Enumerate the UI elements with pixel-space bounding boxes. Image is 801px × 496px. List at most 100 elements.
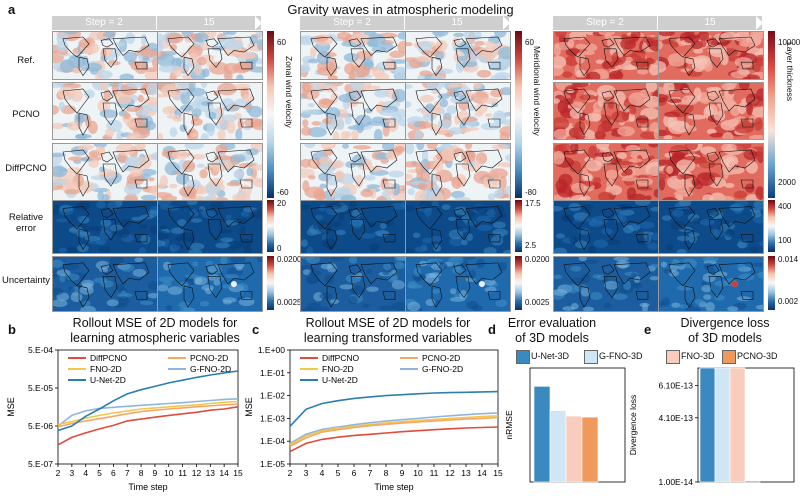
- map-2-3-0: [553, 200, 659, 254]
- panel-d-title-line1: Error evaluation: [507, 316, 597, 330]
- chartB-ytick-label-0: 5.E-07: [28, 459, 53, 469]
- chartC-xtick-label-13: 15: [493, 468, 503, 478]
- chartC-ytick-label-4: 1.E-01: [260, 368, 285, 378]
- map-0-1-0: [52, 82, 158, 140]
- colorbar-title-0: Zonal wind velocity: [284, 56, 294, 128]
- row-label-1: PCNO: [12, 109, 40, 120]
- colorbar-err-min-2: 100: [778, 236, 792, 245]
- chartC-xtick-label-5: 7: [368, 468, 373, 478]
- chartC-frame: [289, 349, 499, 465]
- panel-e-title: Divergence loss of 3D models: [655, 316, 795, 346]
- chart-d-bar-U-Net-3D: [533, 386, 551, 483]
- panel-c-title-line2: learning transformed variables: [303, 331, 473, 345]
- panel-c-letter: c: [252, 322, 260, 337]
- colorbar-err-0: [267, 200, 274, 252]
- chartC-xtick-label-3: 5: [336, 468, 341, 478]
- map-1-3-1: [405, 200, 511, 254]
- chartB-xtick-label-13: 15: [233, 468, 243, 478]
- step-header-0-left: Step = 2: [52, 16, 156, 30]
- map-0-2-0: [52, 143, 158, 201]
- panel-b-letter: b: [8, 322, 16, 337]
- chartB-xtick-label-3: 5: [97, 468, 102, 478]
- step-header-1-left: Step = 2: [300, 16, 404, 30]
- map-2-0-1: [658, 31, 764, 80]
- legend-3d-label-3: PCNO-3D: [737, 351, 778, 361]
- chartB-xlabel: Time step: [128, 482, 167, 492]
- colorbar-unc-min-2: 0.002: [778, 297, 799, 306]
- chartB-xtick-label-11: 13: [206, 468, 216, 478]
- chart-d-ylabel: nRMSE: [504, 410, 514, 440]
- chartC-series-G-FNO-2D: [289, 412, 499, 445]
- legend-3d-swatch-2: [666, 350, 680, 364]
- chart-e-bar-FNO-3D: [729, 367, 746, 483]
- map-1-2-1: [405, 143, 511, 201]
- map-1-2-0: [300, 143, 406, 201]
- chartB-xtick-label-6: 8: [139, 468, 144, 478]
- map-0-3-0: [52, 200, 158, 254]
- row-label-4: Uncertainty: [1, 275, 51, 286]
- chartB-legend-label-3: G-FNO-2D: [190, 364, 231, 374]
- colorbar-top-max-2: 10000: [778, 38, 801, 47]
- colorbar-top-min-1: -80: [525, 188, 537, 197]
- colorbar-top-max-0: 60: [277, 38, 286, 47]
- panel-d-letter: d: [488, 322, 496, 337]
- chartB-xtick-label-10: 12: [192, 468, 202, 478]
- map-1-4-1: [405, 256, 511, 312]
- panel-d-title-line2: of 3D models: [515, 331, 589, 345]
- chartC-xtick-label-9: 11: [430, 468, 439, 478]
- map-2-0-0: [553, 31, 659, 80]
- chartC-legend-label-3: G-FNO-2D: [422, 364, 463, 374]
- chartB-xtick-label-1: 3: [69, 468, 74, 478]
- chartC-ytick-label-5: 1.E+00: [258, 345, 285, 355]
- map-2-4-1: [658, 256, 764, 312]
- chartC-ytick-label-3: 1.E-02: [260, 391, 285, 401]
- chart-d-bar-G-FNO-3D: [549, 410, 567, 483]
- chartB-xtick-label-8: 10: [164, 468, 174, 478]
- map-2-2-1: [658, 143, 764, 201]
- chartC-xtick-label-6: 8: [384, 468, 389, 478]
- map-0-0-1: [157, 31, 263, 80]
- chart-e-ytick-label-0: 1.00E-14: [659, 477, 694, 487]
- chartB-ytick-label-2: 5.E-05: [28, 383, 53, 393]
- chartC-series-U-Net-2D: [289, 390, 499, 427]
- map-0-0-0: [52, 31, 158, 80]
- colorbar-top-min-0: -60: [277, 188, 289, 197]
- chartC-series-PCNO-2D: [289, 416, 499, 448]
- chartB-series-U-Net-2D: [57, 370, 239, 432]
- step-header-2-left: Step = 2: [553, 16, 657, 30]
- chartB-series-DiffPCNO: [57, 406, 239, 446]
- colorbar-unc-max-1: 0.0200: [525, 255, 550, 264]
- colorbar-unc-2: [768, 256, 775, 310]
- legend-3d-swatch-1: [584, 350, 598, 364]
- colorbar-top-min-2: 2000: [778, 178, 796, 187]
- legend-3d-swatch-3: [722, 350, 736, 364]
- colorbar-top-2: [768, 31, 775, 198]
- chartC-xtick-label-12: 14: [477, 468, 487, 478]
- panel-b-title-line2: learning atmospheric variables: [70, 331, 240, 345]
- chartC-xlabel: Time step: [374, 482, 413, 492]
- chart-c: 1.E-05 1.E-04 1.E-03 1.E-02 1.E-01 1.E+00 2 3 4 5…: [244, 345, 503, 492]
- chartC-legend-label-4: U-Net-2D: [322, 375, 358, 385]
- map-2-4-0: [553, 256, 659, 312]
- chartB-legend-label-4: U-Net-2D: [90, 375, 126, 385]
- chart-e-bar-PCNO-3D: [744, 480, 761, 483]
- panel-c-title: Rollout MSE of 2D models for learning tr…: [268, 316, 508, 346]
- chart-e-bar-U-Net-3D: [699, 367, 716, 483]
- colorbar-unc-0: [267, 256, 274, 310]
- panel-b-title: Rollout MSE of 2D models for learning at…: [40, 316, 270, 346]
- chartC-series-DiffPCNO: [289, 426, 499, 453]
- chart-d-bar-PCNO-3D: [581, 416, 599, 483]
- row-label-3: Relative error: [8, 212, 44, 234]
- chart-e-ylabel: Divergence loss: [628, 395, 638, 455]
- colorbar-err-2: [768, 200, 775, 252]
- map-1-1-1: [405, 82, 511, 140]
- chartB-legend-label-0: DiffPCNO: [90, 353, 128, 363]
- chartC-ytick-label-0: 1.E-05: [260, 459, 285, 469]
- colorbar-err-max-0: 20: [277, 199, 286, 208]
- colorbar-err-max-1: 17.5: [525, 199, 541, 208]
- chartB-xtick-label-5: 7: [125, 468, 130, 478]
- chartC-ytick-label-2: 1.E-03: [260, 413, 285, 423]
- map-0-3-1: [157, 200, 263, 254]
- chartC-legend-label-2: FNO-2D: [322, 364, 354, 374]
- figure-title: Gravity waves in atmospheric modeling: [287, 2, 514, 17]
